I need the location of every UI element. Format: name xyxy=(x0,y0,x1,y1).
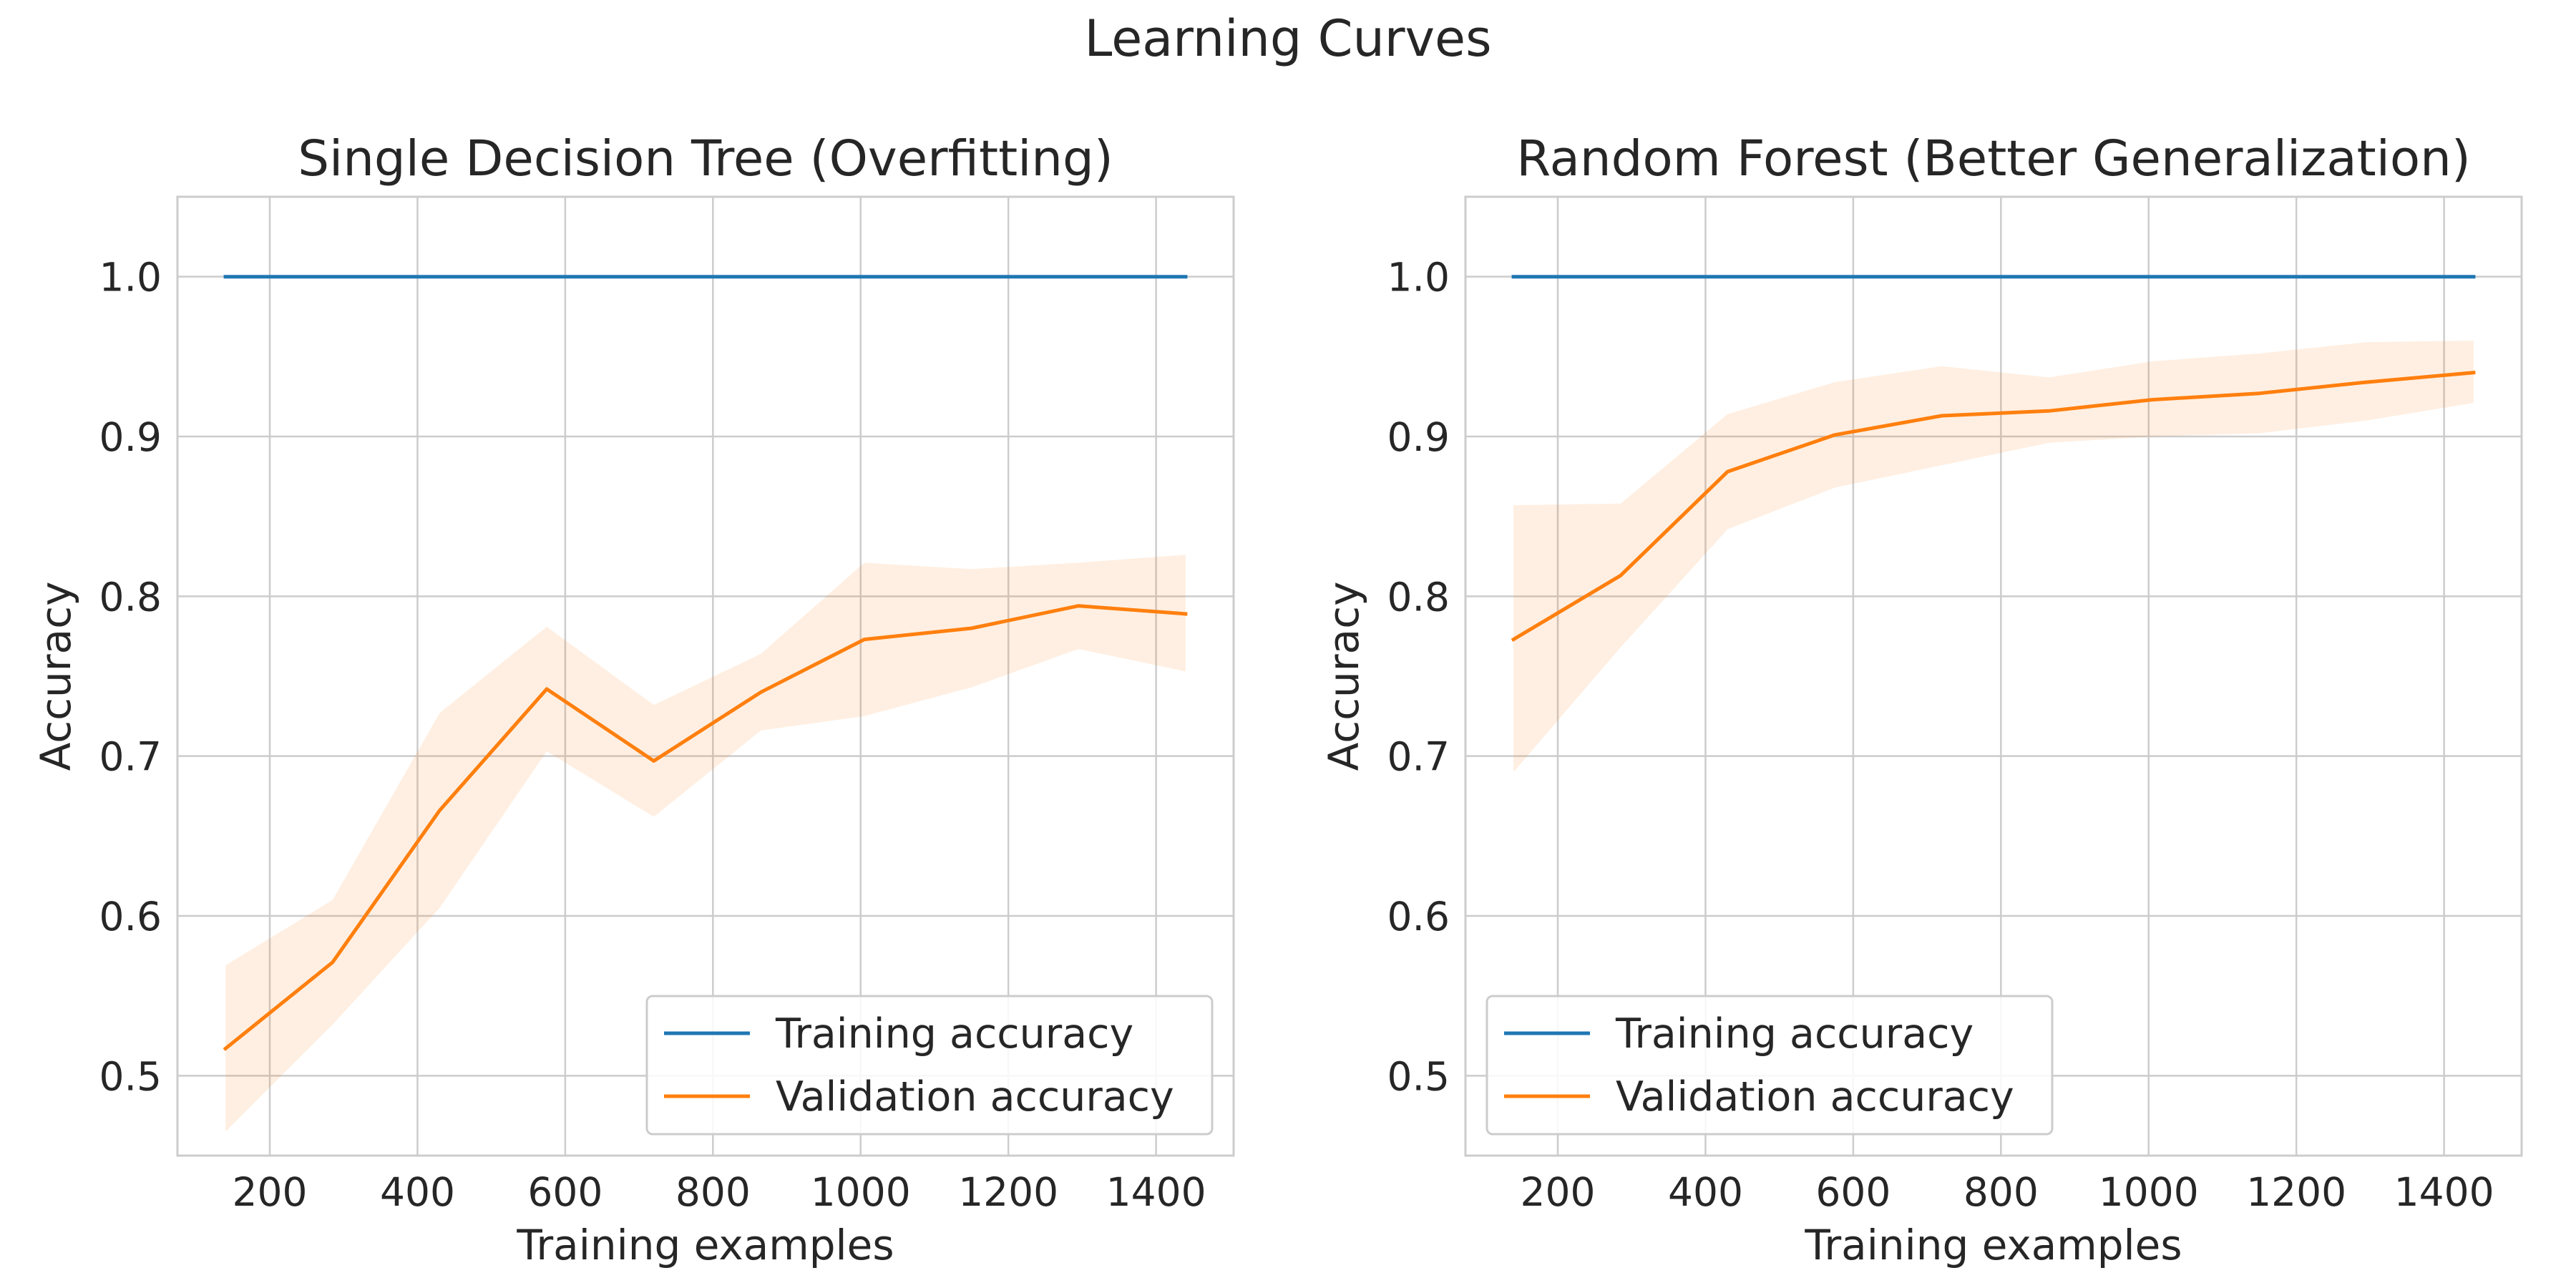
y-tick-label: 0.7 xyxy=(1387,734,1450,780)
decision-tree-axes-frame xyxy=(176,195,1235,1157)
x-tick-label: 1400 xyxy=(2394,1169,2494,1215)
random-forest-title: Random Forest (Better Generalization) xyxy=(1516,130,2471,187)
y-tick-label: 0.5 xyxy=(1387,1053,1450,1099)
random-forest-chart: 200 400 600 800 1000 1200 1400 0.5 0.6 0.7 0.8 0.9 1… xyxy=(1319,130,2523,1269)
y-tick-label: 0.6 xyxy=(99,894,162,940)
y-tick-label: 1.0 xyxy=(99,255,162,301)
x-tick-label: 200 xyxy=(233,1169,308,1215)
y-tick-label: 0.7 xyxy=(99,734,162,780)
y-axis-label: Accuracy xyxy=(31,582,80,771)
legend-validation-label: Validation accuracy xyxy=(776,1073,1174,1121)
legend-frame xyxy=(645,995,1214,1136)
x-axis-label: Training examples xyxy=(516,1221,894,1269)
decision-tree-legend: Training accuracy Validation accuracy xyxy=(645,995,1214,1136)
random-forest-axes-frame xyxy=(1464,195,2523,1157)
validation-accuracy-band xyxy=(1513,341,2474,772)
figure-suptitle: Learning Curves xyxy=(1084,9,1491,68)
legend-training-label: Training accuracy xyxy=(1615,1010,1974,1058)
validation-accuracy-line xyxy=(223,604,1188,1051)
validation-accuracy-band xyxy=(225,555,1186,1132)
x-tick-label: 1000 xyxy=(2099,1169,2199,1215)
x-tick-label: 600 xyxy=(1815,1169,1890,1215)
legend-frame xyxy=(1485,995,2054,1136)
x-tick-label: 1000 xyxy=(811,1169,911,1215)
x-tick-label: 1400 xyxy=(1106,1169,1206,1215)
y-tick-label: 0.9 xyxy=(99,414,162,460)
x-tick-label: 800 xyxy=(675,1169,751,1215)
y-tick-label: 0.6 xyxy=(1387,894,1450,940)
x-tick-label: 600 xyxy=(527,1169,602,1215)
y-tick-label: 0.5 xyxy=(99,1053,162,1099)
x-tick-label: 800 xyxy=(1963,1169,2039,1215)
validation-accuracy-line xyxy=(1511,370,2476,643)
legend-validation-label: Validation accuracy xyxy=(1616,1073,2014,1121)
y-tick-label: 0.8 xyxy=(1387,574,1450,620)
decision-tree-chart: 200 400 600 800 1000 1200 1400 0.5 0.6 0.7 0.8 0.9 1… xyxy=(31,130,1235,1269)
y-axis-label: Accuracy xyxy=(1319,582,1368,771)
legend-training-label: Training accuracy xyxy=(775,1010,1133,1058)
y-tick-label: 1.0 xyxy=(1387,255,1450,301)
y-tick-label: 0.9 xyxy=(1387,414,1450,460)
decision-tree-title: Single Decision Tree (Overfitting) xyxy=(298,130,1113,187)
x-tick-label: 200 xyxy=(1521,1169,1596,1215)
y-tick-label: 0.8 xyxy=(99,574,162,620)
x-tick-label: 400 xyxy=(380,1169,455,1215)
x-tick-label: 1200 xyxy=(2246,1169,2346,1215)
x-tick-label: 1200 xyxy=(958,1169,1058,1215)
random-forest-legend: Training accuracy Validation accuracy xyxy=(1485,995,2054,1136)
x-tick-label: 400 xyxy=(1668,1169,1743,1215)
x-axis-label: Training examples xyxy=(1804,1221,2182,1269)
